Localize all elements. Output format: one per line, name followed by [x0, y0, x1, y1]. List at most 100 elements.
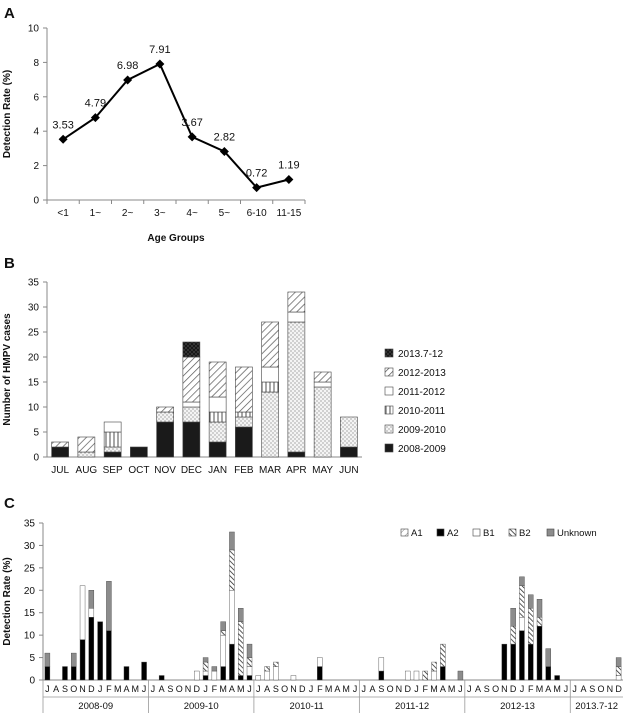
data-label: 0.72	[246, 168, 267, 180]
bar-segment	[211, 666, 218, 672]
bar-segment	[528, 643, 534, 681]
legend-swatch	[384, 367, 394, 377]
bar-segment	[229, 531, 235, 551]
legend-swatch	[384, 443, 394, 453]
legend-swatch	[546, 528, 555, 537]
month-tick-label: J	[414, 684, 419, 694]
bar-segment	[103, 431, 122, 448]
month-tick-label: N	[396, 684, 403, 694]
bar-segment	[141, 661, 147, 681]
data-label: 3.53	[52, 119, 73, 131]
data-point	[123, 75, 133, 85]
bar-segment	[510, 643, 516, 681]
bar-segment	[77, 436, 96, 453]
month-tick-label: N	[607, 684, 614, 694]
x-tick-label: JUL	[51, 465, 69, 476]
data-point	[155, 59, 165, 69]
month-tick-label: A	[264, 684, 270, 694]
bar-segment	[510, 625, 516, 645]
season-label: 2008-09	[78, 701, 113, 712]
y-tick-label: 10	[28, 403, 40, 414]
bar-segment	[202, 675, 209, 681]
bar-segment	[235, 411, 253, 418]
legend-swatch	[400, 528, 409, 537]
legend-swatch	[384, 405, 394, 415]
panel-label-b: B	[4, 255, 15, 272]
bar-segment	[287, 321, 306, 453]
bar-segment	[615, 657, 622, 667]
y-tick-label: 15	[28, 378, 40, 389]
bar-segment	[261, 366, 279, 383]
y-tick-label: 10	[24, 631, 36, 642]
month-tick-label: J	[151, 684, 156, 694]
bar-segment	[510, 608, 516, 627]
legend-label: A1	[411, 528, 423, 539]
bar-segment	[208, 396, 227, 413]
bar-segment	[615, 675, 622, 681]
bar-segment	[261, 321, 279, 368]
bar-segment	[519, 585, 525, 618]
bar-segment	[317, 657, 323, 667]
month-tick-label: O	[70, 684, 77, 694]
legend-swatch	[384, 348, 394, 358]
y-tick-label: 25	[28, 328, 40, 339]
bar-segment	[313, 371, 332, 383]
x-tick-label: 2~	[122, 208, 134, 219]
bar-segment	[229, 590, 235, 645]
y-tick-label: 15	[24, 608, 36, 619]
legend-swatch	[472, 528, 481, 537]
y-tick-label: 20	[24, 586, 36, 597]
y-tick-label: 30	[24, 541, 36, 552]
bar-segment	[202, 657, 209, 663]
y-tick-label: 8	[33, 58, 39, 69]
y-axis-title: Detection Rate (%)	[2, 557, 13, 645]
bar-segment	[536, 599, 543, 618]
month-tick-label: J	[520, 684, 525, 694]
bar-segment	[238, 675, 244, 681]
month-tick-label: A	[545, 684, 551, 694]
legend-label: 2011-2012	[398, 387, 446, 398]
bar-segment	[545, 666, 552, 681]
month-tick-label: J	[203, 684, 208, 694]
y-axis-title: Detection Rate (%)	[2, 70, 13, 158]
month-tick-label: O	[176, 684, 183, 694]
y-tick-label: 30	[28, 303, 40, 314]
bar-segment	[229, 643, 235, 681]
data-label: 3.67	[181, 117, 202, 129]
x-tick-label: FEB	[234, 465, 254, 476]
bar-segment	[246, 657, 253, 667]
bar-segment	[194, 670, 200, 681]
bar-segment	[62, 666, 68, 681]
data-point	[252, 183, 262, 193]
bar-segment	[422, 670, 428, 681]
x-tick-label: <1	[57, 208, 69, 219]
x-tick-label: 1~	[90, 208, 102, 219]
month-tick-label: M	[237, 684, 245, 694]
x-tick-label: JUN	[339, 465, 358, 476]
month-tick-label: D	[404, 684, 411, 694]
bar-segment	[287, 291, 306, 313]
bar-segment	[238, 608, 244, 622]
month-tick-label: A	[475, 684, 481, 694]
legend-swatch	[384, 386, 394, 396]
legend-label: 2010-2011	[398, 406, 446, 417]
y-tick-label: 4	[33, 127, 39, 138]
bar-segment	[182, 401, 201, 408]
x-axis-title: Age Groups	[147, 233, 205, 244]
bar-segment	[156, 406, 174, 413]
x-tick-label: 4~	[186, 208, 198, 219]
month-tick-label: S	[62, 684, 68, 694]
bar-segment	[273, 666, 279, 681]
month-tick-label: F	[212, 684, 218, 694]
season-label: 2011-12	[395, 701, 429, 712]
month-tick-label: J	[45, 684, 50, 694]
bar-segment	[261, 391, 279, 458]
bar-segment	[220, 634, 226, 667]
month-tick-label: J	[458, 684, 463, 694]
legend-label: 2013.7-12	[398, 349, 443, 360]
bar-segment	[97, 621, 103, 681]
bar-segment	[246, 643, 253, 658]
bar-segment	[431, 670, 437, 681]
month-tick-label: S	[273, 684, 279, 694]
bar-segment	[182, 406, 201, 423]
